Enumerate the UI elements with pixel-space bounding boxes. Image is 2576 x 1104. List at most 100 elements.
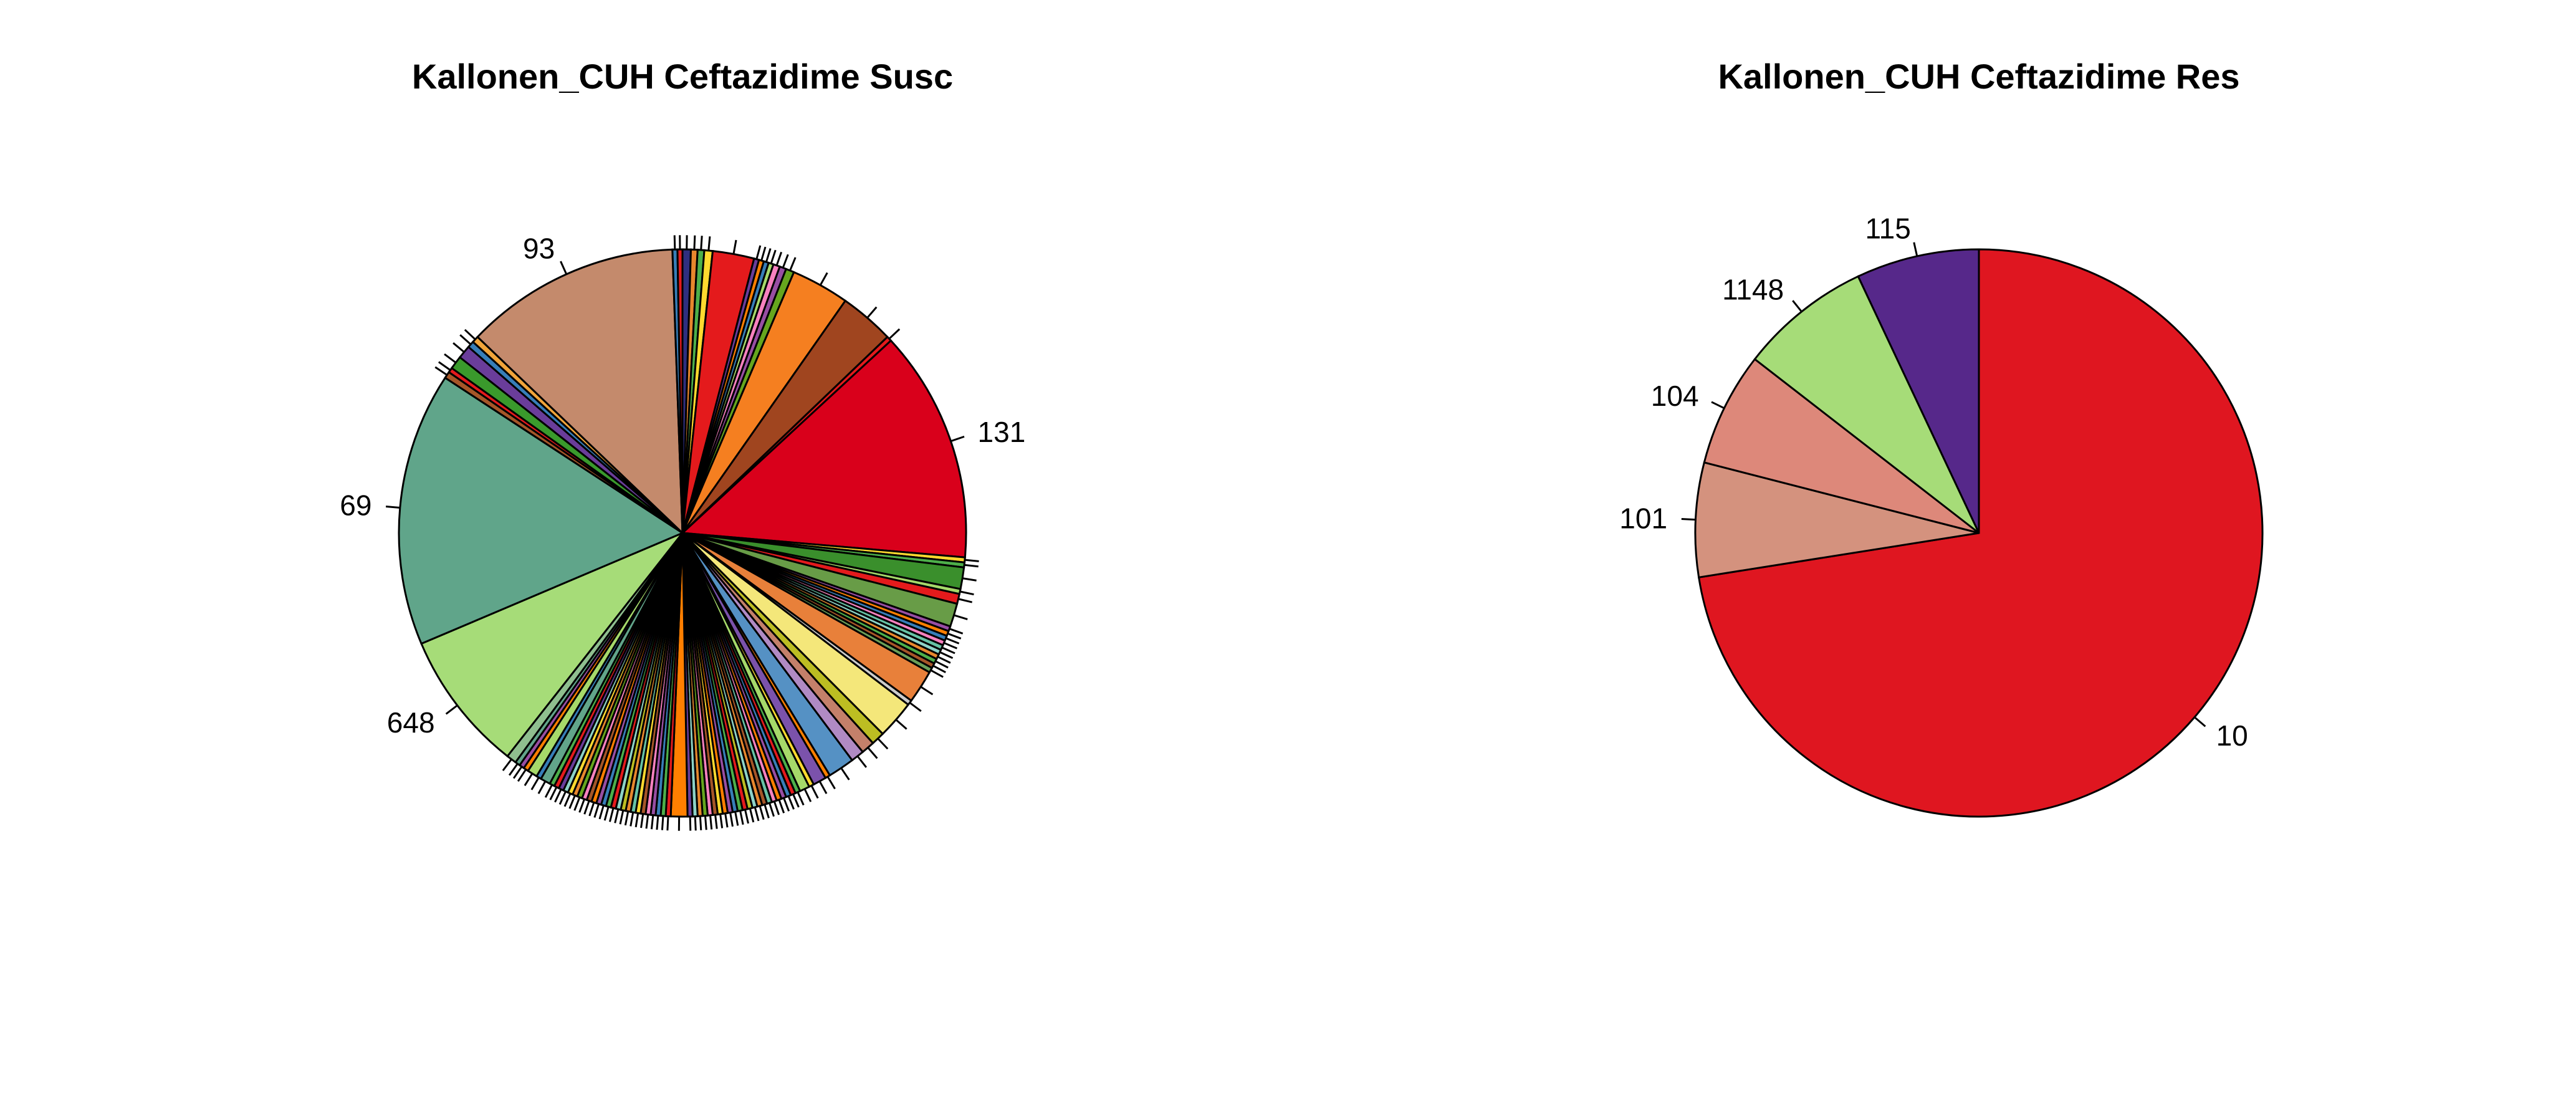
slice-tick — [693, 235, 696, 250]
slice-tick — [630, 812, 634, 827]
slice-tick — [783, 797, 790, 812]
slice-label: 648 — [387, 706, 435, 739]
slice-tick — [699, 816, 702, 830]
slice-tick — [444, 353, 457, 363]
slice-tick — [964, 559, 979, 562]
slice-tick — [537, 780, 547, 794]
chart-title-susc: Kallonen_CUH Ceftazidime Susc — [412, 57, 953, 96]
slice-tick — [593, 804, 600, 818]
slice-tick — [964, 564, 979, 568]
slice-tick — [563, 793, 572, 807]
slice-tick — [459, 334, 472, 345]
slice-tick — [877, 737, 889, 750]
pie-slice — [398, 376, 685, 645]
slice-tick — [530, 777, 540, 790]
slice-tick — [1913, 242, 1918, 257]
slice-tick — [719, 814, 724, 828]
slice-tick — [959, 590, 974, 596]
slice-tick — [524, 773, 534, 787]
slice-tick — [764, 804, 770, 818]
slice-tick — [650, 815, 654, 830]
slice-tick — [2194, 716, 2206, 727]
slice-tick — [568, 795, 576, 809]
slice-tick — [954, 614, 968, 620]
slice-tick — [603, 806, 610, 821]
slice-tick — [932, 665, 946, 673]
slice-tick — [744, 809, 749, 824]
slice-tick — [508, 763, 519, 776]
slice-label: 69 — [340, 489, 371, 521]
slice-tick — [797, 792, 805, 806]
slice-tick — [909, 702, 922, 713]
pie-slice — [1753, 275, 1980, 534]
slice-tick — [810, 785, 819, 799]
slice-tick — [895, 719, 907, 730]
slice-tick — [614, 809, 620, 823]
slice-tick — [704, 815, 707, 830]
slice-tick — [943, 641, 958, 650]
slice-tick — [792, 794, 800, 808]
slice-tick — [619, 810, 625, 825]
slice-tick — [558, 790, 567, 805]
slice-tick — [826, 776, 836, 790]
slice-tick — [789, 257, 797, 271]
slice-tick — [502, 759, 512, 772]
slice-tick — [949, 628, 964, 635]
slice-tick — [583, 800, 590, 815]
slice-tick — [787, 795, 795, 810]
slice-label: 131 — [978, 416, 1026, 448]
slice-tick — [888, 328, 901, 340]
chart-title-res: Kallonen_CUH Ceftazidime Res — [1718, 57, 2239, 96]
slice-tick — [939, 651, 954, 660]
slice-tick — [598, 805, 605, 820]
slice-tick — [573, 797, 581, 811]
slice-tick — [1792, 300, 1803, 312]
slice-tick — [588, 802, 595, 817]
slice-tick — [608, 807, 615, 822]
slice-tick — [773, 801, 780, 815]
slice-label: 93 — [523, 232, 555, 264]
slice-label: 1148 — [1722, 273, 1784, 305]
slice-tick — [434, 366, 448, 376]
slice-tick — [714, 814, 718, 829]
pie-chart-res: Kallonen_CUH Ceftazidime Res 10 101 104 114… — [1619, 57, 2264, 818]
slice-tick — [729, 812, 734, 827]
slice-tick — [709, 815, 713, 830]
slice-tick — [867, 747, 878, 759]
slice-tick — [707, 236, 711, 251]
slice-tick — [760, 246, 767, 261]
pie-slice — [1694, 461, 1980, 578]
slice-tick — [935, 660, 949, 669]
pie-slice — [680, 339, 967, 559]
slice-tick — [962, 577, 977, 582]
pie-chart-susc: Kallonen_CUH Ceftazidime Susc 131 648 69 93 — [340, 57, 1025, 831]
slice-tick — [464, 329, 476, 340]
slice-tick — [438, 361, 451, 371]
slice-tick — [941, 646, 955, 655]
slice-tick — [544, 784, 553, 798]
slice-tick — [840, 767, 850, 780]
slice-tick — [624, 811, 630, 826]
slice-tick — [578, 799, 585, 813]
slice-tick — [554, 789, 562, 803]
slice-tick — [945, 637, 960, 645]
slice-tick — [673, 235, 676, 250]
slice-tick — [866, 306, 878, 319]
slice-tick — [700, 236, 703, 251]
slice-tick — [749, 808, 755, 823]
slice-tick — [386, 506, 400, 509]
slice-tick — [739, 810, 744, 825]
pie-slice — [1703, 358, 1980, 534]
slice-label: 101 — [1619, 502, 1667, 534]
slice-tick — [724, 813, 729, 828]
slice-tick — [778, 799, 785, 814]
slice-tick — [645, 814, 649, 829]
slice-tick — [634, 813, 639, 828]
slice-tick — [930, 669, 944, 678]
slice-tick — [768, 802, 775, 817]
slice-tick — [694, 816, 697, 831]
slice-tick — [759, 805, 765, 820]
slice-tick — [947, 632, 962, 640]
slice-tick — [950, 435, 965, 443]
slice-label: 10 — [2216, 719, 2248, 752]
